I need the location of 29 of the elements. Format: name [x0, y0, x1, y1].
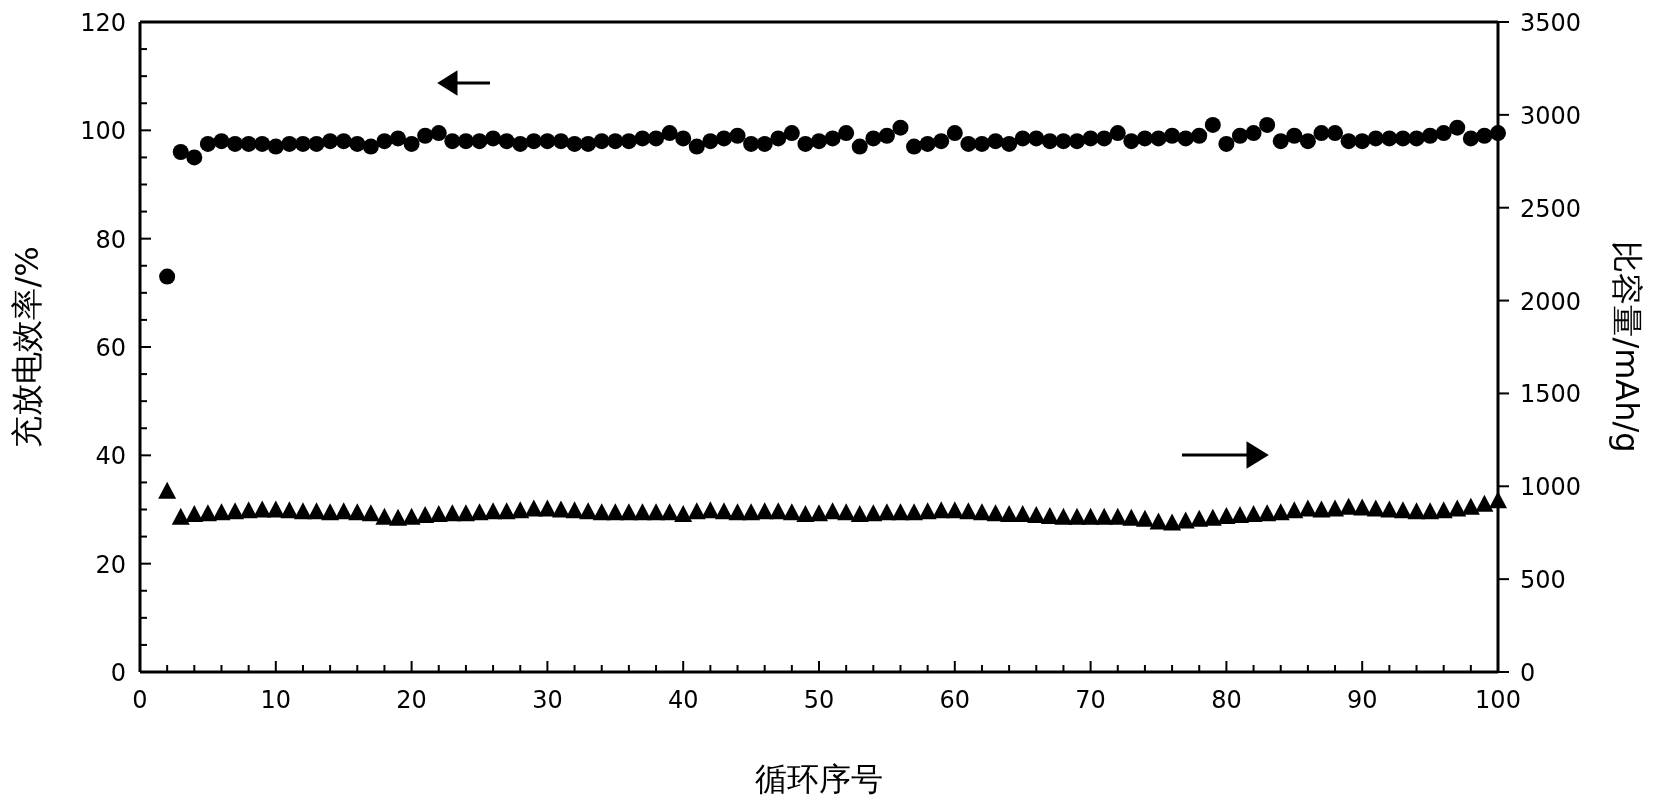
y-tick-label: 40: [95, 442, 126, 471]
x-tick-label: 100: [1475, 686, 1521, 714]
x-tick-label: 80: [1211, 686, 1242, 714]
x-tick-label: 60: [939, 686, 971, 714]
y2-tick-label: 3500: [1520, 9, 1582, 37]
y-tick-label: 0: [110, 659, 126, 687]
y-tick-label: 100: [80, 117, 126, 146]
y2-tick-label: 500: [1520, 566, 1566, 595]
x-axis-title: 循环序号: [755, 760, 883, 798]
x-tick-label: 10: [260, 686, 292, 714]
y2-tick-label: 3000: [1520, 101, 1582, 130]
x-tick-label: 70: [1075, 686, 1106, 714]
y2-tick-label: 1500: [1520, 380, 1582, 409]
y2-tick-label: 1000: [1520, 473, 1582, 502]
y2-tick-label: 2000: [1520, 287, 1582, 316]
y-axis-title: 充放电效率/%: [8, 246, 46, 448]
y-tick-label: 60: [95, 334, 126, 362]
x-tick-label: 40: [667, 686, 699, 714]
y-tick-label: 20: [95, 550, 126, 579]
x-tick-label: 30: [532, 686, 563, 714]
y-tick-label: 80: [95, 225, 126, 254]
x-tick-label: 90: [1346, 686, 1378, 714]
x-tick-label: 50: [803, 686, 835, 714]
y2-tick-label: 0: [1520, 659, 1536, 687]
y-tick-label: 120: [80, 9, 126, 37]
y2-tick-label: 2500: [1520, 194, 1582, 223]
x-tick-label: 0: [132, 686, 148, 714]
y2-axis-title: 比容量/mAh/g: [1608, 241, 1646, 453]
x-tick-label: 20: [396, 686, 427, 714]
